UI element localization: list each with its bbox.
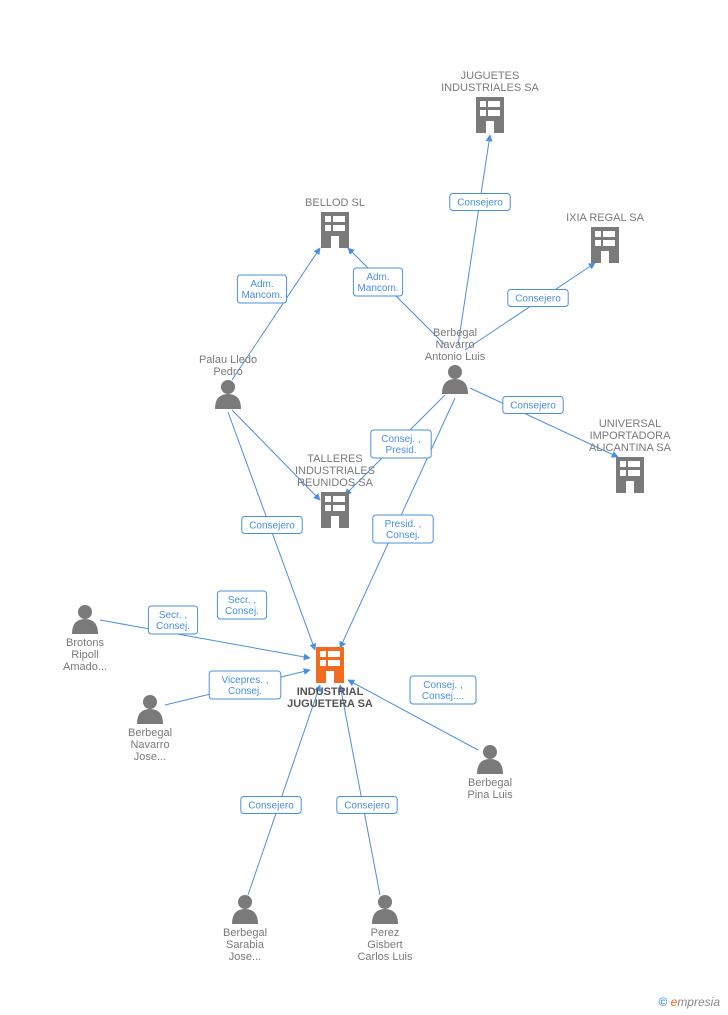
person-icon <box>442 365 468 394</box>
building-icon <box>476 97 504 133</box>
edge-label: Consejero <box>344 801 390 812</box>
person-icon <box>477 745 503 774</box>
person-icon <box>232 895 258 924</box>
edge-label: Presid. ,Consej. <box>385 519 422 541</box>
edge-berbegal_a-to-juguetes <box>458 135 490 345</box>
person-icon <box>372 895 398 924</box>
building-icon <box>591 227 619 263</box>
node-label: TALLERESINDUSTRIALESREUNIDOS SA <box>295 453 375 489</box>
company-node-bellod: BELLOD SL <box>305 197 365 248</box>
person-icon <box>137 695 163 724</box>
node-label: INDUSTRIALJUGUETERA SA <box>287 686 373 710</box>
person-node-perez: PerezGisbertCarlos Luis <box>357 895 413 963</box>
edge-label: Vicepres. ,Consej. <box>221 675 268 697</box>
copyright-footer: © empresia <box>658 995 720 1009</box>
brand-rest: mpresia <box>677 995 720 1009</box>
company-node-universal: UNIVERSALIMPORTADORAALICANTINA SA <box>589 418 672 493</box>
person-node-brotons: BrotonsRipollAmado... <box>63 605 107 673</box>
node-label: BELLOD SL <box>305 197 365 209</box>
edge-label: Secr. ,Consej. <box>156 610 190 632</box>
edge-label: Consejero <box>510 401 556 412</box>
edge-label: Consejero <box>457 198 503 209</box>
person-node-berbegal_p: BerbegalPina Luis <box>467 745 513 801</box>
building-icon <box>316 647 344 683</box>
building-icon <box>321 212 349 248</box>
person-node-berbegal_s: BerbegalSarabiaJose... <box>223 895 267 963</box>
person-icon <box>72 605 98 634</box>
company-node-ixia: IXIA REGAL SA <box>566 212 645 263</box>
node-label: BrotonsRipollAmado... <box>63 637 107 673</box>
node-label: PerezGisbertCarlos Luis <box>357 927 413 963</box>
node-label: UNIVERSALIMPORTADORAALICANTINA SA <box>589 418 672 454</box>
copyright-symbol: © <box>658 995 667 1009</box>
node-label: BerbegalNavarroJose... <box>128 727 172 763</box>
edge-brotons-to-industrial <box>100 620 310 658</box>
edge-label: Consej. ,Consej.... <box>422 680 464 702</box>
building-icon <box>616 457 644 493</box>
person-node-palau: Palau LledoPedro <box>199 354 257 409</box>
person-icon <box>215 380 241 409</box>
edge-label: Consejero <box>248 801 294 812</box>
node-label: Palau LledoPedro <box>199 354 257 378</box>
node-label: BerbegalPina Luis <box>467 777 513 801</box>
node-label: BerbegalSarabiaJose... <box>223 927 267 963</box>
node-label: BerbegalNavarroAntonio Luis <box>425 327 486 363</box>
edge-label: Consejero <box>515 294 561 305</box>
edge-label: Consejero <box>249 521 295 532</box>
company-node-juguetes: JUGUETESINDUSTRIALES SA <box>441 70 539 133</box>
person-node-berbegal_a: BerbegalNavarroAntonio Luis <box>425 327 486 394</box>
edge-perez-to-industrial <box>340 685 380 895</box>
relationship-network: Adm.Mancom.Adm.Mancom.ConsejeroConsejero… <box>0 0 728 1015</box>
node-label: IXIA REGAL SA <box>566 212 645 224</box>
node-label: JUGUETESINDUSTRIALES SA <box>441 70 539 94</box>
edge-berbegal_s-to-industrial <box>248 685 320 895</box>
edge-label: Consej. ,Presid. <box>381 434 420 456</box>
building-icon <box>321 492 349 528</box>
edge-label: Secr. ,Consej. <box>225 595 259 617</box>
company-node-talleres: TALLERESINDUSTRIALESREUNIDOS SA <box>295 453 375 528</box>
